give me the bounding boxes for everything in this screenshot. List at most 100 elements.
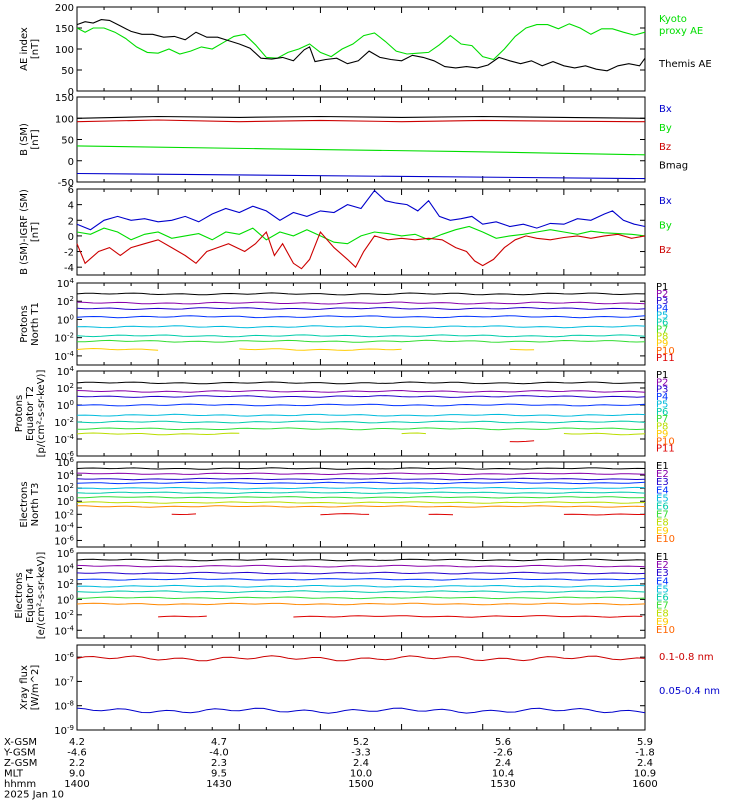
series-line-e5 xyxy=(76,584,646,588)
legend-label: P7 xyxy=(656,325,668,336)
series-line-p9 xyxy=(509,440,535,443)
series-line-p8 xyxy=(239,348,402,351)
y-tick-label: -2 xyxy=(64,248,74,259)
series-line-e1 xyxy=(76,467,646,470)
legend-label: E8 xyxy=(656,518,669,529)
y-axis-label: B (SM) xyxy=(19,123,30,156)
legend-label: Bx xyxy=(659,104,672,115)
footer-value: 1400 xyxy=(64,779,89,790)
legend-label: P1 xyxy=(656,282,668,293)
footer-value: 2.3 xyxy=(211,758,227,769)
legend-label: 0.1-0.8 nm xyxy=(659,652,714,663)
y-tick-label: 150 xyxy=(55,24,74,35)
series-line-e7 xyxy=(76,596,646,600)
footer-value: -4.0 xyxy=(209,748,229,759)
series-line-kyoto-proxy-ae xyxy=(76,23,646,61)
footer-value: 9.5 xyxy=(211,769,227,780)
y-tick-label: 10-4 xyxy=(54,624,74,637)
footer-value: 4.7 xyxy=(211,737,227,748)
series-line-e7 xyxy=(77,496,646,499)
y-tick-label: 100 xyxy=(57,593,74,606)
y-axis-label: [nT] xyxy=(30,222,41,242)
legend-label: E4 xyxy=(656,485,669,496)
panel-bsm_igrf: -4 -2 0 2 4 6 B (SM)-IGRF (SM) [nT] Bx By Bz xyxy=(19,185,672,276)
series-line-bmag xyxy=(76,115,646,119)
y-tick-label: 102 xyxy=(57,482,74,495)
y-tick-label: 0 xyxy=(68,157,74,168)
legend-label: P4 xyxy=(656,392,668,403)
series-line-p8 xyxy=(76,432,240,436)
series-line-e8 xyxy=(76,501,646,504)
y-axis-label: [nT] xyxy=(30,129,41,149)
series-line-e9 xyxy=(158,615,207,618)
footer-row-label: Y-GSM xyxy=(3,748,36,759)
legend-label: proxy AE xyxy=(659,26,703,37)
series-line-p7 xyxy=(77,339,646,343)
y-tick-label: 10-9 xyxy=(54,724,74,737)
footer-value: -3.3 xyxy=(351,748,371,759)
legend-label: E4 xyxy=(656,576,669,587)
series-line-e10 xyxy=(320,513,370,516)
y-tick-label: 50 xyxy=(61,136,74,147)
series-line-e1 xyxy=(76,558,646,562)
legend-label: P11 xyxy=(656,353,675,364)
footer-value: 10.9 xyxy=(634,769,656,780)
footer-value: 5.6 xyxy=(495,737,511,748)
legend-label: E2 xyxy=(656,560,669,571)
footer-value: 2.4 xyxy=(495,758,511,769)
panel-prot_eq: 10-6 10-4 10-2 100 102 104 Protons Equator T2 [p… xyxy=(14,365,675,463)
legend-label: P6 xyxy=(656,317,668,328)
y-tick-label: 6 xyxy=(68,185,74,196)
footer-value: 5.2 xyxy=(353,737,369,748)
legend-label: E1 xyxy=(656,461,669,472)
y-tick-label: 10-2 xyxy=(54,332,74,345)
y-axis-label: [nT] xyxy=(30,39,41,59)
y-axis-label: Electrons xyxy=(19,481,30,527)
series-line-p4 xyxy=(76,403,646,407)
panel-frame xyxy=(76,188,646,276)
y-tick-label: 2 xyxy=(68,216,74,227)
footer-value: 4.2 xyxy=(69,737,85,748)
series-line-p8 xyxy=(401,432,426,435)
legend-label: P7 xyxy=(656,414,668,425)
footer-value: 2.4 xyxy=(637,758,653,769)
y-axis-label: Equator T4 xyxy=(25,568,36,623)
legend-label: Themis AE xyxy=(658,59,712,70)
legend-label: E9 xyxy=(656,617,669,628)
series-line-p5 xyxy=(76,413,646,417)
legend-label: P3 xyxy=(656,296,668,307)
y-tick-label: 4 xyxy=(68,201,74,212)
footer-value: 10.4 xyxy=(492,769,514,780)
legend-label: P5 xyxy=(656,310,668,321)
legend-label: E3 xyxy=(656,477,669,488)
series-line-bx xyxy=(76,189,646,231)
y-tick-label: 106 xyxy=(57,456,75,469)
panel-frame xyxy=(76,96,646,183)
panel-xray: 10-9 10-8 10-7 10-6 Xray flux [W/m^2] 0.1-0.8 … xyxy=(19,644,720,737)
series-line-e3 xyxy=(76,571,646,575)
series-line-e6 xyxy=(76,590,646,594)
y-axis-label: Xray flux xyxy=(19,665,30,710)
panel-frame xyxy=(76,6,646,92)
series-line-p8 xyxy=(509,348,535,351)
series-line-e4 xyxy=(76,481,646,485)
legend-label: P5 xyxy=(656,399,668,410)
footer-value: 2.2 xyxy=(69,758,85,769)
y-axis-label: North T1 xyxy=(30,302,41,346)
series-line-by xyxy=(76,225,646,245)
y-axis-label: Electrons xyxy=(14,572,25,618)
legend-label: Bz xyxy=(659,142,671,153)
panel-frame xyxy=(76,370,646,457)
y-tick-label: 10-6 xyxy=(54,534,74,547)
series-line-p8 xyxy=(563,432,646,436)
y-axis-label: B (SM)-IGRF (SM) xyxy=(19,189,30,275)
y-tick-label: 10-7 xyxy=(54,675,74,688)
series-line-p5 xyxy=(76,325,646,329)
footer-value: 1530 xyxy=(490,779,515,790)
y-axis-label: [W/m^2] xyxy=(30,665,41,711)
panel-prot_north: 10-4 10-2 100 102 104 Protons North T1 P1P2P3P4… xyxy=(19,277,675,366)
y-axis-label: Protons xyxy=(14,395,25,432)
